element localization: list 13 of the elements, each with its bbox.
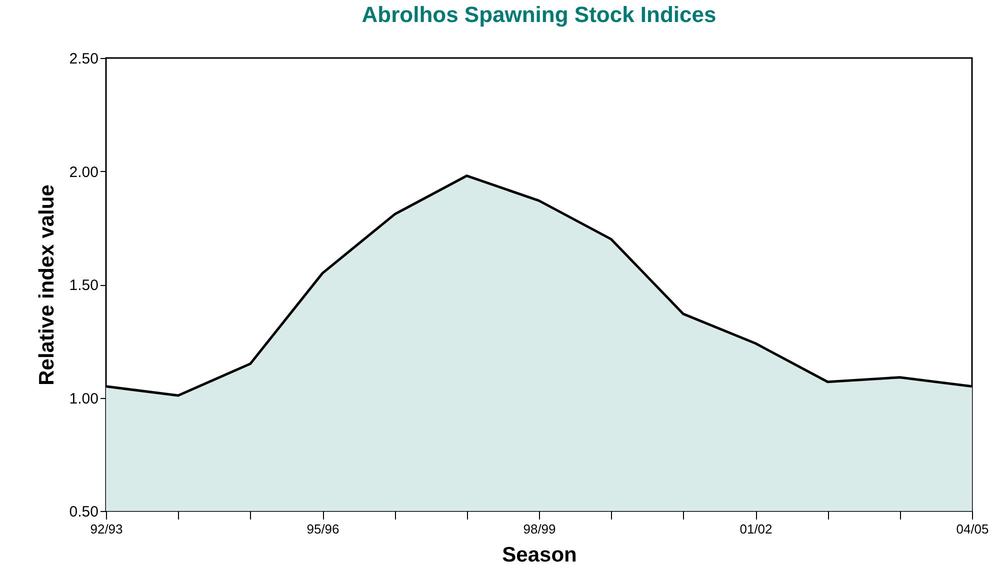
x-tick-label: 92/93: [90, 522, 123, 536]
chart-title: Abrolhos Spawning Stock Indices: [362, 2, 716, 27]
x-tick-label: 04/05: [956, 522, 989, 536]
x-axis-title: Season: [502, 544, 577, 566]
y-tick-label: 1.50: [69, 277, 98, 294]
y-tick-label: 1.00: [69, 390, 98, 408]
x-tick-label: 01/02: [740, 522, 772, 536]
y-tick-label: 0.50: [69, 504, 98, 520]
x-tick-label: 95/96: [306, 522, 340, 536]
y-tick-label: 2.00: [69, 164, 98, 181]
y-axis-title: Relative index value: [35, 184, 58, 386]
x-tick-label: 98/99: [523, 522, 556, 536]
y-tick-label: 2.50: [69, 50, 98, 68]
